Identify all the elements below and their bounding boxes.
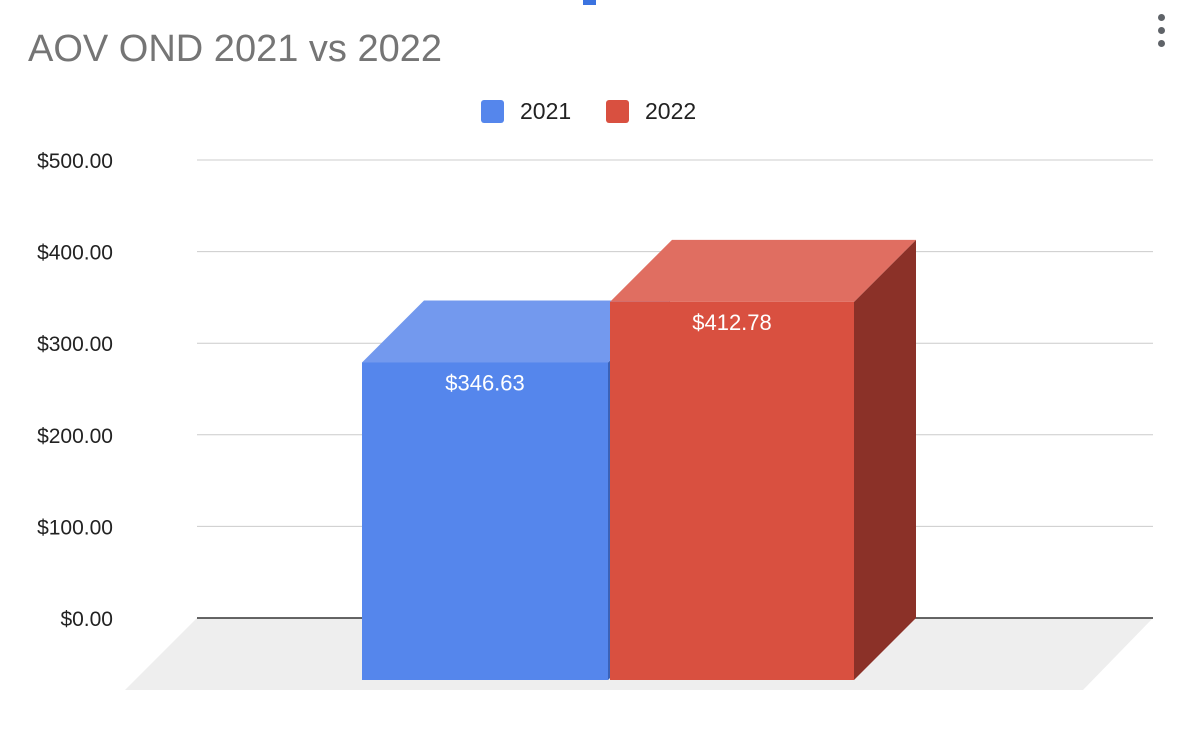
y-tick-label: $400.00: [37, 242, 113, 265]
bar-2021: [362, 362, 608, 680]
y-tick-label: $100.00: [37, 516, 113, 539]
top-accent-marker: [583, 0, 596, 5]
legend-item-2021[interactable]: 2021: [481, 98, 571, 124]
legend-swatch-2021: [481, 99, 504, 123]
legend-item-2022[interactable]: 2022: [606, 98, 696, 124]
bar-2022: [610, 301, 854, 680]
legend-swatch-2022: [606, 99, 629, 123]
legend-label-2022: 2022: [645, 97, 697, 124]
chart-title: AOV OND 2021 vs 2022: [28, 28, 442, 70]
bar-2021-top: [362, 300, 670, 363]
y-tick-label: $300.00: [37, 333, 113, 356]
data-label-2022: $412.78: [692, 310, 772, 335]
menu-dot: [1158, 14, 1165, 21]
bar-2022-top: [610, 239, 916, 302]
legend-label-2021: 2021: [520, 97, 572, 124]
more-options-icon[interactable]: [1150, 14, 1174, 48]
menu-dot: [1158, 40, 1165, 47]
data-label-2021: $346.63: [445, 370, 525, 395]
y-tick-label: $0.00: [60, 608, 113, 631]
bar-2022-side: [854, 239, 916, 680]
y-tick-label: $500.00: [37, 150, 113, 173]
menu-dot: [1158, 27, 1165, 34]
y-tick-label: $200.00: [37, 425, 113, 448]
